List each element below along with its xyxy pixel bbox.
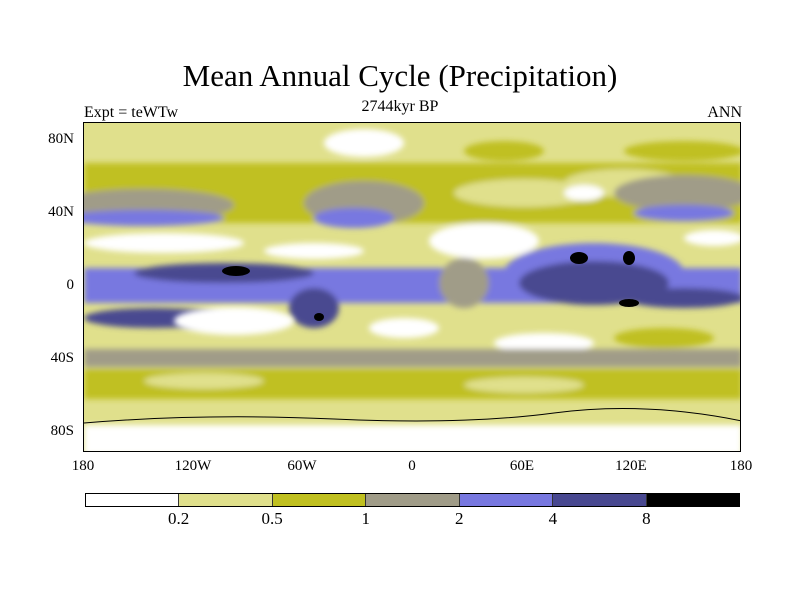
lon-tick-label: 60W <box>287 458 317 474</box>
colorbar-level-label: 8 <box>642 509 651 528</box>
lon-tick-label: 60E <box>509 458 535 474</box>
colorbar-level-label: 0.5 <box>261 509 283 528</box>
colorbar-swatch <box>366 494 460 506</box>
lat-tick-label: 80N <box>48 131 74 147</box>
colorbar-swatch <box>86 494 180 506</box>
colorbar-swatch <box>459 494 554 506</box>
colorbar-level-label: 0.2 <box>167 509 190 528</box>
season-label: ANN <box>707 104 742 121</box>
map-fill <box>84 123 740 451</box>
lat-tick-label: 80S <box>50 423 74 439</box>
lat-tick-label: 0 <box>66 277 75 293</box>
plot-subtitle: 2744kyr BP <box>361 98 439 115</box>
colorbar-swatch <box>553 494 647 506</box>
colorbar <box>85 493 740 507</box>
experiment-label: Expt = teWTw <box>84 104 179 121</box>
colorbar-swatch <box>272 494 367 506</box>
colorbar-level-label: 1 <box>361 509 370 528</box>
lon-tick-label: 120E <box>615 458 647 474</box>
lon-tick-label: 180 <box>729 458 753 474</box>
colorbar-swatch <box>646 494 739 506</box>
lon-tick-label: 180 <box>71 458 95 474</box>
precipitation-map <box>83 122 741 452</box>
plot-title: Mean Annual Cycle (Precipitation) <box>182 58 618 93</box>
lon-tick-label: 120W <box>174 458 212 474</box>
colorbar-level-label: 4 <box>548 509 558 528</box>
colorbar-swatch <box>179 494 273 506</box>
lon-tick-label: 0 <box>408 458 416 474</box>
lat-tick-label: 40S <box>50 350 74 366</box>
colorbar-level-label: 2 <box>455 509 464 528</box>
lat-tick-label: 40N <box>48 204 74 220</box>
